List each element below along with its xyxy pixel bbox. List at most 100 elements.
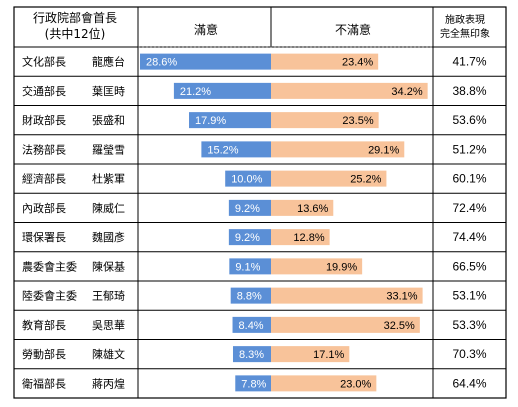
minister-title: 勞動部長 [22,347,66,361]
dissatisfied-value-label: 33.1% [386,291,417,303]
bar-satisfied [235,375,271,392]
table-row: 經濟部長 杜紫軍 10.0% 25.2% 60.1% [22,170,487,187]
minister-title: 經濟部長 [22,172,66,186]
bar-dissatisfied [271,346,350,363]
minister-name: 王郁琦 [92,289,125,303]
bar-dissatisfied [271,82,428,99]
satisfied-value-label: 8.3% [239,349,264,361]
dissatisfied-value-label: 23.0% [340,378,371,390]
table-row: 法務部長 羅瑩雪 15.2% 29.1% 51.2% [22,141,487,158]
bar-satisfied [189,112,271,129]
bar-dissatisfied [271,316,420,333]
satisfied-value-label: 9.2% [235,203,260,215]
minister-name: 陳保基 [92,259,125,273]
minister-name: 羅瑩雪 [92,142,125,156]
header-minister-count: (共中12位) [45,26,106,41]
header-no-impression-line1: 施政表現 [445,13,485,26]
no-impression-value: 64.4% [452,376,486,390]
minister-title: 衛福部長 [22,376,66,390]
minister-name: 陳雄文 [92,347,125,361]
table-row: 衛福部長 蔣丙煌 7.8% 23.0% 64.4% [22,375,487,392]
bar-dissatisfied [271,112,379,129]
table-row: 農委會主委 陳保基 9.1% 19.9% 66.5% [22,258,487,275]
satisfied-value-label: 7.8% [241,378,266,390]
dissatisfied-value-label: 12.8% [293,232,324,244]
table-rows: 文化部長 龍應台 28.6% 23.4% 41.7% 交通部長 葉匡時 21.2% 34.2% 3… [22,53,487,392]
table-row: 陸委會主委 王郁琦 8.8% 33.1% 53.1% [22,287,487,304]
bar-satisfied [232,316,271,333]
table-row: 財政部長 張盛和 17.9% 23.5% 53.6% [22,112,487,129]
satisfied-value-label: 28.6% [146,57,177,69]
satisfied-value-label: 8.4% [239,320,264,332]
table-grid [13,6,507,399]
satisfied-value-label: 8.8% [237,291,262,303]
table-row: 勞動部長 陳雄文 8.3% 17.1% 70.3% [22,346,487,363]
bar-dissatisfied [271,287,423,304]
no-impression-value: 70.3% [452,347,486,361]
no-impression-value: 38.8% [452,84,486,98]
bar-dissatisfied [271,375,377,392]
no-impression-value: 60.1% [452,172,486,186]
no-impression-value: 74.4% [452,230,486,244]
table-row: 內政部長 陳威仁 9.2% 13.6% 72.4% [22,199,487,216]
satisfied-value-label: 21.2% [180,86,211,98]
minister-title: 交通部長 [22,84,66,98]
bar-dissatisfied [271,258,363,275]
dissatisfied-value-label: 29.1% [368,144,399,156]
header-dissatisfied: 不滿意 [335,22,371,37]
bar-satisfied [229,258,271,275]
table-row: 文化部長 龍應台 28.6% 23.4% 41.7% [22,53,487,70]
minister-title: 農委會主委 [22,259,77,273]
no-impression-value: 51.2% [452,142,486,156]
minister-name: 龍應台 [92,55,125,69]
satisfied-value-label: 9.2% [235,232,260,244]
no-impression-value: 53.6% [452,113,486,127]
minister-name: 吳思華 [92,319,125,332]
no-impression-value: 72.4% [452,201,486,215]
header-minister-title: 行政院部會首長 [33,10,117,25]
minister-name: 蔣丙煌 [92,377,125,390]
minister-title: 陸委會主委 [22,289,77,303]
header-satisfied: 滿意 [194,22,218,37]
bar-satisfied [225,170,271,187]
minister-title: 財政部長 [22,113,66,127]
bar-satisfied [228,199,271,216]
no-impression-value: 66.5% [452,259,486,273]
bar-satisfied [173,82,271,99]
minister-name: 魏國彥 [92,230,125,244]
table-header: 行政院部會首長 (共中12位) 滿意 不滿意 施政表現 完全無印象 [33,10,490,41]
no-impression-value: 41.7% [452,55,486,69]
bar-dissatisfied [271,199,334,216]
dissatisfied-value-label: 34.2% [391,86,422,98]
dissatisfied-value-label: 32.5% [384,320,415,332]
satisfied-value-label: 10.0% [231,174,262,186]
bar-dissatisfied [271,141,405,158]
minister-title: 環保署長 [22,230,66,244]
minister-name: 張盛和 [92,113,125,127]
dissatisfied-value-label: 13.6% [297,203,328,215]
no-impression-value: 53.3% [452,318,486,332]
bar-satisfied [140,53,271,70]
table-row: 教育部長 吳思華 8.4% 32.5% 53.3% [22,316,487,333]
satisfied-value-label: 9.1% [235,261,260,273]
minister-name: 葉匡時 [92,84,125,98]
bar-satisfied [230,287,271,304]
minister-title: 文化部長 [22,55,66,69]
bar-dissatisfied [271,53,379,70]
bar-dissatisfied [271,229,330,246]
minister-name: 陳威仁 [92,202,125,215]
dissatisfied-value-label: 17.1% [313,349,344,361]
header-no-impression-line2: 完全無印象 [440,27,490,40]
satisfied-value-label: 15.2% [207,144,238,156]
bar-satisfied [232,346,271,363]
table-row: 環保署長 魏國彥 9.2% 12.8% 74.4% [22,229,487,246]
minister-title: 內政部長 [22,201,66,215]
dissatisfied-value-label: 23.5% [342,115,373,127]
bar-dissatisfied [271,170,387,187]
table-row: 交通部長 葉匡時 21.2% 34.2% 38.8% [22,82,487,99]
dissatisfied-value-label: 19.9% [326,261,357,273]
no-impression-value: 53.1% [452,289,486,303]
minister-name: 杜紫軍 [92,172,125,186]
bar-satisfied [228,229,271,246]
